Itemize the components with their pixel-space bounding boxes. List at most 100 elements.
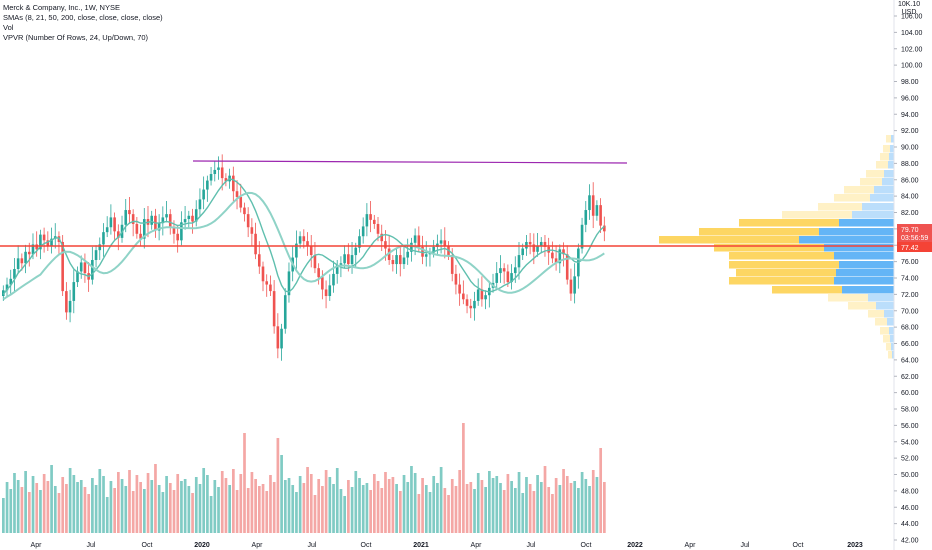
- candle-body: [591, 195, 595, 216]
- x-tick-label: Oct: [361, 542, 372, 549]
- volume-bar: [246, 488, 250, 533]
- volume-bar: [499, 483, 502, 533]
- volume-bar: [180, 481, 183, 533]
- candle-body: [131, 214, 135, 224]
- volume-bar: [131, 491, 135, 533]
- candle-body: [198, 199, 202, 210]
- volume-bar: [521, 493, 525, 533]
- volume-bar: [295, 492, 298, 533]
- volume-bar: [565, 476, 569, 533]
- volume-bar: [161, 492, 165, 533]
- y-tick-label: 90.00: [901, 145, 919, 152]
- candle-body: [257, 254, 261, 267]
- candle-body: [521, 248, 524, 256]
- volume-bar: [361, 485, 365, 533]
- volume-bar: [365, 483, 369, 533]
- volume-bar: [91, 478, 94, 533]
- y-tick-label: 66.00: [901, 341, 919, 348]
- candle-body: [391, 259, 395, 265]
- vol-legend[interactable]: Vol: [3, 23, 14, 32]
- x-tick-label: Oct: [142, 542, 153, 549]
- vp-up-row: [862, 203, 894, 211]
- y-tick-label: 74.00: [901, 276, 919, 283]
- candle-body: [361, 226, 365, 237]
- vp-up-row: [836, 269, 894, 277]
- candle-body: [232, 175, 235, 192]
- x-tick-label: 2022: [627, 542, 643, 549]
- candle-body: [373, 219, 376, 224]
- volume-bar: [213, 480, 217, 533]
- candle-body: [191, 215, 194, 222]
- candle-body: [406, 251, 409, 258]
- volume-bar: [391, 477, 395, 533]
- volume-bar: [306, 467, 309, 533]
- volume-bar: [239, 474, 243, 533]
- volume-bar: [539, 482, 543, 533]
- x-tick-label: Jul: [527, 542, 536, 549]
- volume-bar: [72, 475, 76, 533]
- vp-down-row: [659, 236, 799, 244]
- vp-up-row: [889, 153, 894, 161]
- volume-bar: [220, 471, 224, 533]
- volume-bar: [321, 486, 324, 533]
- candle-body: [484, 295, 487, 300]
- volume-bar: [332, 484, 335, 533]
- candle-body: [458, 284, 461, 294]
- candle-body: [595, 205, 599, 216]
- vp-down-row: [880, 327, 889, 335]
- volume-bar: [24, 471, 27, 533]
- volume-bar: [9, 489, 13, 533]
- x-tick-label: Apr: [685, 542, 697, 549]
- vpvr-legend[interactable]: VPVR (Number Of Rows, 24, Up/Down, 70): [3, 33, 149, 42]
- volume-bar: [573, 481, 577, 533]
- volume-bar: [354, 471, 358, 533]
- candle-body: [117, 231, 120, 238]
- candle-body: [109, 217, 113, 228]
- vp-down-row: [876, 161, 888, 169]
- sma-legend[interactable]: SMAs (8, 21, 50, 200, close, close, clos…: [3, 13, 163, 22]
- volume-bar: [358, 478, 361, 533]
- volume-bar: [599, 448, 603, 533]
- sma-slow-line: [2, 191, 605, 301]
- candle-body: [2, 290, 5, 297]
- vp-up-row: [888, 161, 894, 169]
- volume-bar: [283, 480, 287, 533]
- candle-body: [213, 169, 217, 175]
- volume-bar: [595, 477, 599, 533]
- candle-body: [98, 244, 102, 251]
- volume-bar: [298, 476, 302, 533]
- vp-down-row: [729, 277, 834, 285]
- candle-body: [499, 268, 502, 274]
- candle-body: [209, 174, 213, 181]
- candle-body: [94, 250, 98, 260]
- candle-body: [105, 227, 109, 233]
- candle-body: [380, 233, 384, 242]
- candle-body: [79, 262, 83, 272]
- y-tick-label: 72.00: [901, 292, 919, 299]
- candle-body: [343, 254, 346, 264]
- candle-body: [424, 254, 428, 257]
- y-tick-label: 44.00: [901, 521, 919, 528]
- level-text: 77.42: [901, 245, 919, 252]
- vp-up-row: [889, 327, 894, 335]
- volume-bar: [502, 490, 506, 533]
- volume-bar: [410, 466, 413, 533]
- vp-down-row: [714, 244, 824, 252]
- volume-bar: [480, 480, 484, 533]
- volume-bar: [280, 455, 283, 533]
- volume-bar: [543, 466, 547, 533]
- candle-body: [265, 281, 269, 285]
- volume-bar: [68, 468, 72, 533]
- volume-bar: [558, 485, 562, 533]
- volume-bar: [324, 470, 328, 533]
- y-tick-label: 102.00: [901, 46, 923, 53]
- candle-body: [65, 291, 68, 313]
- volume-bar: [562, 469, 565, 533]
- vp-down-row: [880, 153, 889, 161]
- y-tick-label: 100.00: [901, 63, 923, 70]
- volume-bar: [309, 474, 313, 533]
- volume-bar: [510, 481, 513, 533]
- volume-bar: [243, 433, 246, 533]
- candle-body: [565, 254, 569, 280]
